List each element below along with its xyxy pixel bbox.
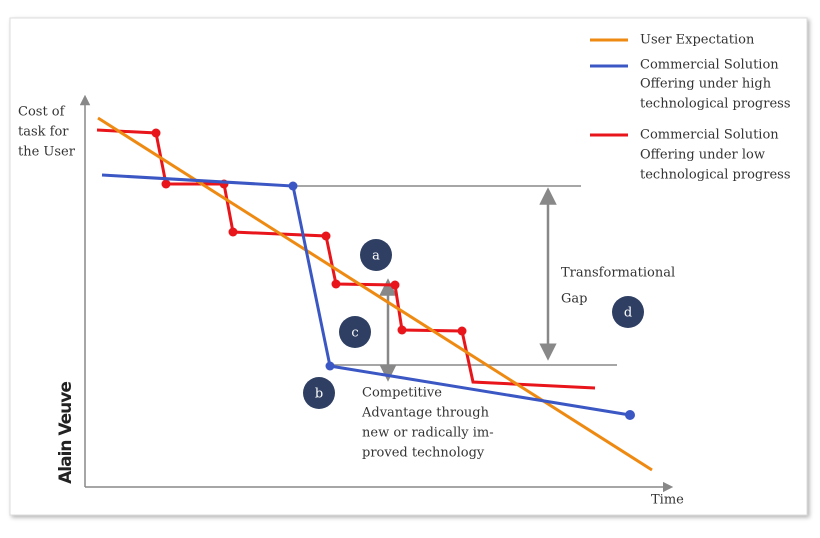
legend-label: Offering under low bbox=[640, 148, 765, 163]
legend-label: Commercial Solution bbox=[640, 58, 779, 73]
logo: Alain Veuve bbox=[56, 382, 76, 484]
high-progress-line bbox=[101, 173, 631, 417]
marker-label: a bbox=[372, 249, 380, 264]
annotation: new or radically im- bbox=[362, 426, 494, 441]
y-label: task for bbox=[18, 125, 69, 140]
low-progress-line bbox=[96, 128, 596, 390]
y-label: the User bbox=[18, 145, 76, 160]
legend-label: User Expectation bbox=[640, 33, 755, 48]
annotation: Transformational bbox=[561, 266, 675, 281]
marker-label: c bbox=[351, 326, 358, 341]
low-progress-dots bbox=[151, 128, 467, 336]
annotation: Competitive bbox=[362, 386, 442, 401]
card bbox=[9, 17, 808, 516]
legend-label: Offering under high bbox=[640, 77, 772, 92]
x-label: Time bbox=[651, 493, 684, 508]
annotation: proved technology bbox=[362, 446, 485, 461]
annotation: Advantage through bbox=[361, 406, 490, 421]
marker-circles bbox=[303, 239, 644, 409]
legend-label: technological progress bbox=[640, 168, 791, 183]
marker-label: d bbox=[624, 306, 632, 321]
high-progress-dots bbox=[288, 181, 635, 420]
marker-label: b bbox=[315, 387, 323, 402]
y-label: Cost of bbox=[18, 105, 66, 120]
expectation-line bbox=[97, 116, 653, 472]
legend-label: technological progress bbox=[640, 97, 791, 112]
legend-label: Commercial Solution bbox=[640, 128, 779, 143]
annotation: Gap bbox=[561, 292, 587, 307]
